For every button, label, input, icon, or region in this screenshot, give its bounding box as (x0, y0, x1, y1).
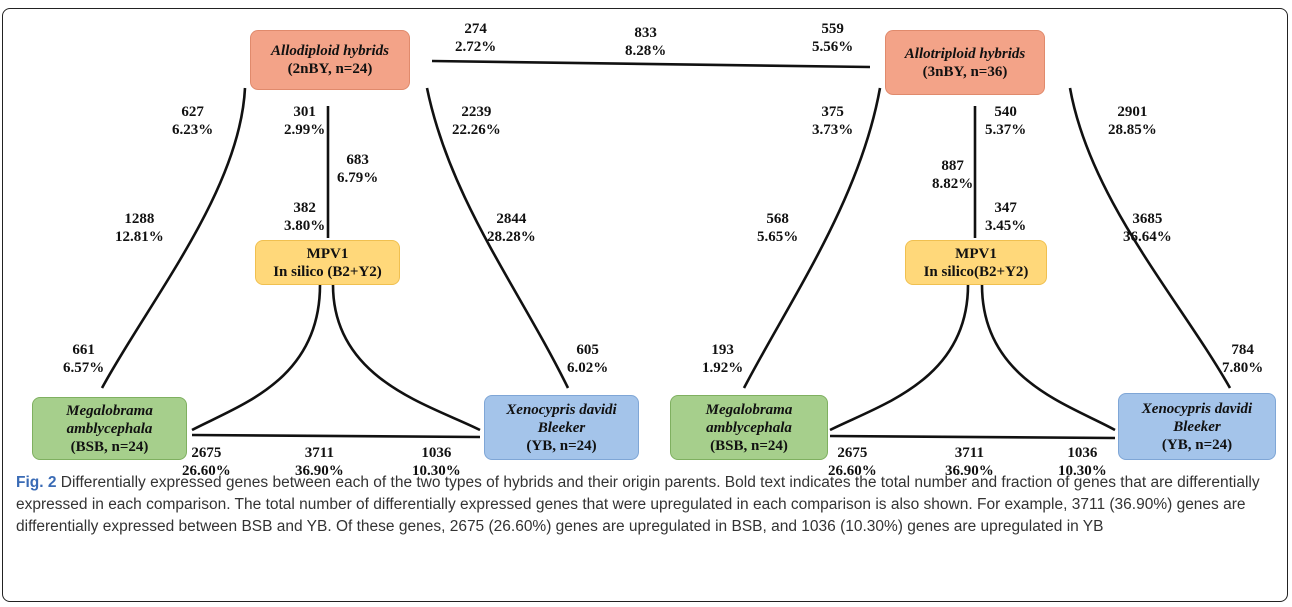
line-2nBY-YB (425, 87, 570, 389)
bsb-left-box: Megalobrama amblycephala (BSB, n=24) (32, 397, 187, 460)
line-MPV-BSB-right (829, 284, 970, 432)
yb-right-box: Xenocypris davidi Bleeker (YB, n=24) (1118, 393, 1276, 460)
label-540: 540 5.37% (985, 104, 1027, 138)
line-BSB-YB-left (191, 433, 481, 439)
label-375: 375 3.73% (812, 104, 854, 138)
label-3711-right: 3711 36.90% (945, 445, 994, 479)
line-MPV-BSB-left (191, 284, 322, 432)
label-2675-right: 2675 26.60% (828, 445, 877, 479)
line-2nBY-3nBY (431, 59, 871, 69)
label-347: 347 3.45% (985, 200, 1027, 234)
label-1036-left: 1036 10.30% (412, 445, 461, 479)
label-568: 568 5.65% (757, 211, 799, 245)
allotriploid-hybrids-box: Allotriploid hybrids (3nBY, n=36) (885, 30, 1045, 95)
label-605: 605 6.02% (567, 342, 609, 376)
label-784: 784 7.80% (1222, 342, 1264, 376)
gene-expression-diagram: Allodiploid hybrids (2nBY, n=24) Allotri… (32, 21, 1276, 479)
mpv1-left-box: MPV1 In silico (B2+Y2) (255, 240, 400, 285)
label-833: 833 8.28% (625, 25, 667, 59)
bsb-right-box: Megalobrama amblycephala (BSB, n=24) (670, 395, 828, 460)
label-1288: 1288 12.81% (115, 211, 164, 245)
label-2239: 2239 22.26% (452, 104, 501, 138)
label-3685: 3685 36.64% (1123, 211, 1172, 245)
yb-left-box: Xenocypris davidi Bleeker (YB, n=24) (484, 395, 639, 460)
label-627: 627 6.23% (172, 104, 214, 138)
label-2901: 2901 28.85% (1108, 104, 1157, 138)
connector-lines (100, 59, 1232, 440)
label-301: 301 2.99% (284, 104, 326, 138)
line-BSB-YB-right (829, 434, 1116, 440)
mpv1-right-box: MPV1 In silico(B2+Y2) (905, 240, 1047, 285)
label-2675-left: 2675 26.60% (182, 445, 231, 479)
line-3nBY-BSB (742, 87, 882, 389)
label-3711-left: 3711 36.90% (295, 445, 344, 479)
label-559: 559 5.56% (812, 21, 854, 55)
allodiploid-hybrids-box: Allodiploid hybrids (2nBY, n=24) (250, 30, 410, 90)
figure-frame (2, 8, 1288, 602)
label-2844: 2844 28.28% (487, 211, 536, 245)
caption-label: Fig. 2 (16, 474, 57, 491)
label-1036-right: 1036 10.30% (1058, 445, 1107, 479)
line-MPV-YB-right (980, 284, 1116, 432)
caption-text: Differentially expressed genes between e… (16, 474, 1260, 535)
label-683: 683 6.79% (337, 152, 379, 186)
label-193: 193 1.92% (702, 342, 744, 376)
line-2nBY-BSB (100, 87, 247, 389)
label-887: 887 8.82% (932, 158, 974, 192)
label-274: 274 2.72% (455, 21, 497, 55)
figure-caption: Fig. 2 Differentially expressed genes be… (16, 472, 1278, 538)
line-3nBY-YB (1068, 87, 1232, 389)
label-382: 382 3.80% (284, 200, 326, 234)
label-661: 661 6.57% (63, 342, 105, 376)
line-MPV-YB-left (331, 284, 481, 432)
